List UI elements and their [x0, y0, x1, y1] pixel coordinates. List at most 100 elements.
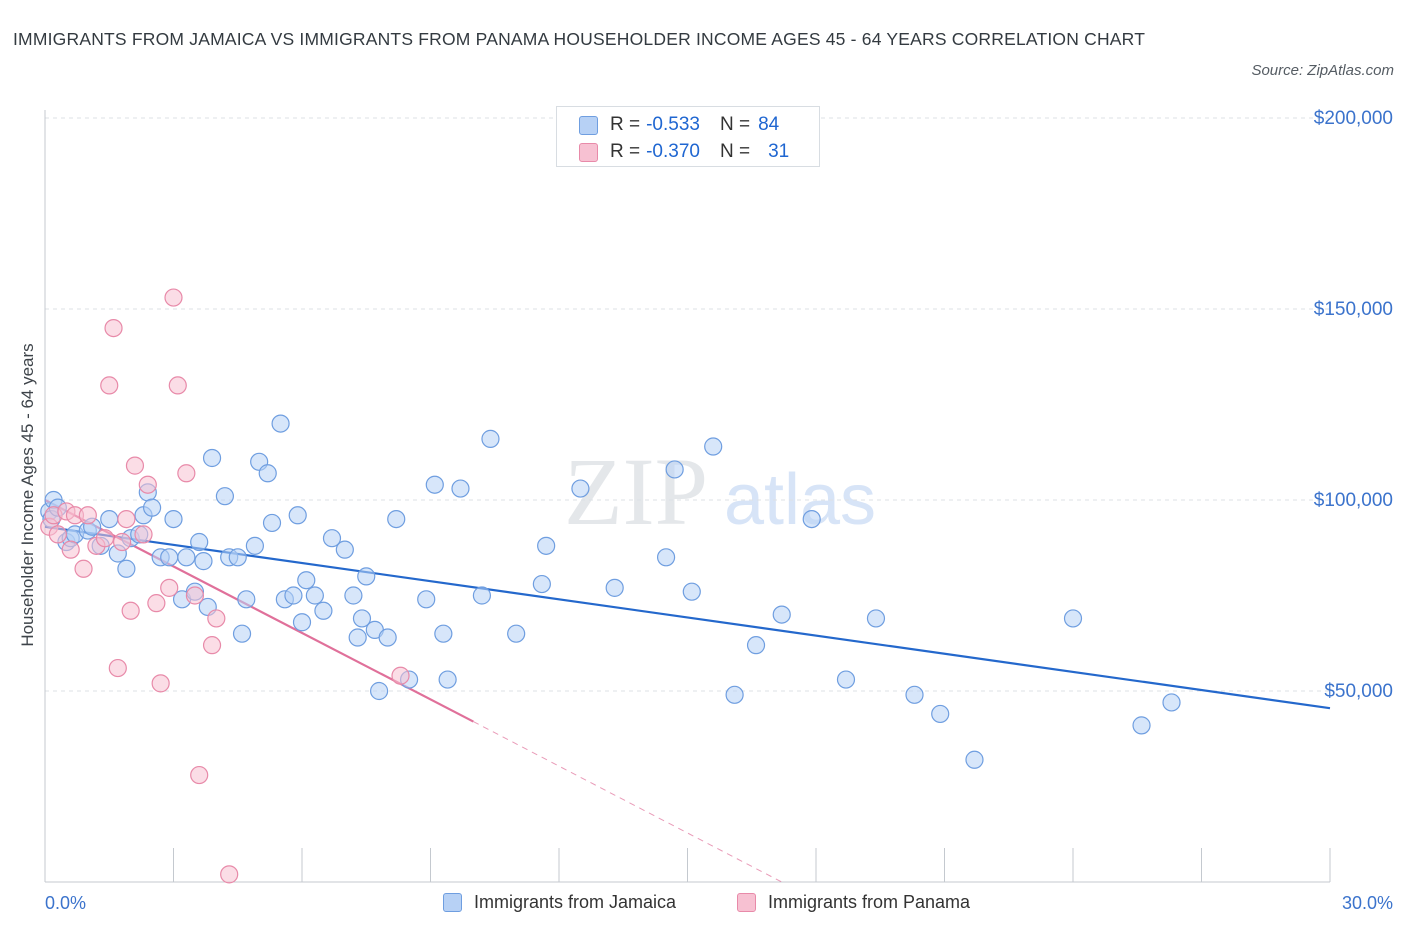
jamaica-point [434, 624, 453, 643]
legend-swatch-panama [579, 142, 598, 162]
panama-point [151, 674, 170, 693]
jamaica-point [322, 529, 342, 548]
bottom-legend-panama: Immigrants from Panama [737, 889, 970, 915]
legend-row-jamaica: R = -0.533 N = 84 [579, 113, 779, 137]
jamaica-point [802, 509, 821, 529]
jamaica-point [258, 464, 277, 483]
panama-point [220, 865, 239, 884]
panama-point [168, 376, 187, 395]
jamaica-point [245, 536, 264, 555]
chart-source: Source: ZipAtlas.com [1251, 62, 1394, 79]
jamaica-point [905, 685, 924, 704]
jamaica-point [836, 670, 856, 689]
jamaica-point [228, 548, 247, 567]
data-points [40, 288, 1181, 884]
jamaica-point [297, 571, 316, 590]
jamaica-point [305, 586, 324, 605]
jamaica-point [438, 670, 457, 689]
jamaica-point [665, 460, 684, 479]
y-tick-label: $100,000 [1314, 490, 1393, 511]
y-tick-label: $200,000 [1314, 108, 1393, 129]
legend-r-value: -0.370 [646, 141, 700, 162]
jamaica-point [682, 582, 701, 601]
panama-point [117, 509, 136, 529]
panama-point [190, 765, 209, 785]
watermark: ZIP atlas [564, 438, 876, 545]
jamaica-point [537, 536, 556, 555]
jamaica-point [237, 590, 256, 609]
jamaica-point [335, 540, 354, 559]
panama-point [177, 464, 196, 483]
axes [44, 110, 1331, 883]
jamaica-point [931, 704, 950, 724]
jamaica-point [425, 475, 444, 494]
panama-point [48, 525, 67, 544]
jamaica-point [481, 429, 500, 448]
jamaica-point [704, 437, 723, 456]
jamaica-point [387, 509, 406, 529]
jamaica-point [965, 750, 984, 769]
bottom-legend-swatch-panama [737, 892, 756, 912]
panama-point [134, 525, 153, 544]
bottom-legend-swatch-jamaica [443, 892, 462, 912]
jamaica-point [378, 628, 397, 647]
jamaica-point [142, 498, 162, 517]
panama-point [78, 506, 97, 525]
legend-row-panama: R = -0.370 N = 31 [579, 140, 789, 164]
legend-n-value: 84 [758, 114, 780, 135]
jamaica-point [117, 559, 136, 578]
jamaica-point [288, 506, 307, 525]
correlation-legend: R = -0.533 N = 84 R = -0.370 N = 31 [556, 106, 820, 167]
jamaica-point [866, 609, 886, 628]
jamaica-point [314, 601, 333, 620]
jamaica-point [746, 636, 766, 655]
jamaica-trend-line [44, 525, 1331, 710]
chart-title: IMMIGRANTS FROM JAMAICA VS IMMIGRANTS FR… [13, 29, 1146, 49]
jamaica-point [656, 548, 676, 567]
jamaica-point [284, 586, 303, 605]
panama-point [112, 532, 132, 552]
tick-labels: $200,000 $150,000 $100,000 $50,000 0.0% 30.0% [45, 108, 1393, 913]
jamaica-point [177, 548, 196, 567]
legend-r-label: R = [610, 141, 641, 162]
jamaica-point [1162, 693, 1181, 712]
jamaica-point [352, 609, 372, 628]
jamaica-point [164, 509, 183, 529]
panama-point [108, 658, 127, 678]
jamaica-point [507, 624, 526, 643]
legend-n-value: 31 [768, 141, 790, 162]
jamaica-point [348, 628, 367, 647]
jamaica-point [772, 605, 791, 624]
x-tick-label-max: 30.0% [1342, 893, 1393, 913]
grid-lines [45, 117, 1330, 692]
panama-point [391, 666, 410, 685]
jamaica-point [262, 513, 282, 533]
jamaica-point [232, 624, 252, 643]
legend-swatch-jamaica [579, 115, 598, 135]
jamaica-point [194, 552, 213, 571]
jamaica-point [472, 586, 491, 605]
jamaica-point [190, 532, 209, 552]
panama-trend-extension [473, 721, 782, 883]
jamaica-point [344, 586, 363, 605]
panama-point [121, 601, 140, 620]
panama-point [138, 475, 157, 494]
jamaica-point [605, 578, 624, 597]
y-tick-label: $150,000 [1314, 299, 1393, 320]
panama-point [160, 578, 179, 597]
panama-point [74, 559, 93, 578]
panama-point [100, 376, 119, 395]
panama-point [125, 456, 145, 475]
jamaica-point [100, 509, 119, 529]
panama-point [104, 319, 123, 338]
jamaica-point [451, 479, 470, 498]
jamaica-point [357, 567, 376, 586]
panama-point [202, 636, 222, 655]
legend-r-label: R = [610, 114, 641, 135]
y-tick-label: $50,000 [1324, 681, 1393, 702]
jamaica-point [271, 414, 290, 433]
bottom-legend-label-jamaica: Immigrants from Jamaica [474, 891, 677, 912]
panama-point [147, 594, 166, 613]
jamaica-point [292, 613, 312, 632]
